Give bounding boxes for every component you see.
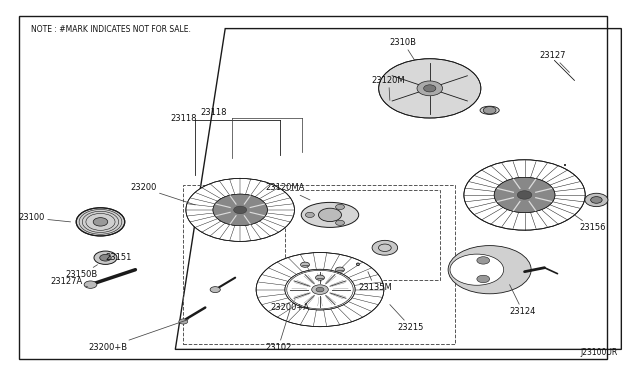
Text: 23215: 23215 xyxy=(390,305,424,332)
Circle shape xyxy=(424,85,436,92)
FancyBboxPatch shape xyxy=(356,263,359,266)
Text: 23118: 23118 xyxy=(200,108,227,117)
Text: 23102: 23102 xyxy=(265,310,291,352)
Circle shape xyxy=(417,81,442,96)
Bar xyxy=(285,190,440,280)
Ellipse shape xyxy=(480,106,499,114)
Circle shape xyxy=(335,267,344,272)
Circle shape xyxy=(494,177,555,212)
Circle shape xyxy=(448,246,531,294)
Circle shape xyxy=(76,208,125,236)
Circle shape xyxy=(100,254,111,261)
Text: 23100: 23100 xyxy=(19,214,70,222)
Bar xyxy=(183,185,454,344)
Circle shape xyxy=(517,191,532,199)
Text: 23127: 23127 xyxy=(540,51,570,73)
Text: 23120MA: 23120MA xyxy=(265,183,310,200)
Circle shape xyxy=(319,208,342,222)
Text: 23200+A: 23200+A xyxy=(270,299,309,312)
Circle shape xyxy=(585,193,608,206)
Circle shape xyxy=(93,218,108,226)
Text: 23120M: 23120M xyxy=(372,76,406,100)
Text: 23200: 23200 xyxy=(131,183,195,205)
Circle shape xyxy=(464,160,585,230)
Circle shape xyxy=(591,197,602,203)
Text: 23135M: 23135M xyxy=(358,272,392,292)
Circle shape xyxy=(213,194,268,226)
Text: 23200+B: 23200+B xyxy=(88,320,188,352)
Text: 23151: 23151 xyxy=(106,253,132,262)
Circle shape xyxy=(285,269,355,310)
Text: 2310B: 2310B xyxy=(390,38,417,61)
Circle shape xyxy=(372,240,397,255)
Circle shape xyxy=(477,275,490,283)
Ellipse shape xyxy=(301,202,358,227)
Text: 23118: 23118 xyxy=(170,114,197,123)
Circle shape xyxy=(477,257,490,264)
Text: 23127A: 23127A xyxy=(51,277,88,286)
Text: 23156: 23156 xyxy=(575,215,606,232)
Circle shape xyxy=(305,212,314,218)
Circle shape xyxy=(84,281,97,288)
Circle shape xyxy=(316,287,324,292)
Circle shape xyxy=(179,319,188,324)
Circle shape xyxy=(494,177,555,212)
Circle shape xyxy=(234,206,246,214)
Circle shape xyxy=(210,287,220,292)
Circle shape xyxy=(483,106,496,114)
Circle shape xyxy=(312,285,328,294)
Circle shape xyxy=(186,179,294,241)
Circle shape xyxy=(316,275,324,280)
Circle shape xyxy=(379,59,481,118)
Circle shape xyxy=(301,262,310,267)
Text: 23124: 23124 xyxy=(509,285,536,316)
Circle shape xyxy=(94,251,117,264)
Circle shape xyxy=(287,270,353,309)
Circle shape xyxy=(213,194,268,226)
Text: J23100UR: J23100UR xyxy=(580,348,618,357)
Circle shape xyxy=(335,220,344,225)
Text: 23150B: 23150B xyxy=(65,265,98,279)
Circle shape xyxy=(450,254,504,285)
Text: NOTE : #MARK INDICATES NOT FOR SALE.: NOTE : #MARK INDICATES NOT FOR SALE. xyxy=(31,25,191,33)
Circle shape xyxy=(335,204,344,209)
Circle shape xyxy=(256,253,384,327)
